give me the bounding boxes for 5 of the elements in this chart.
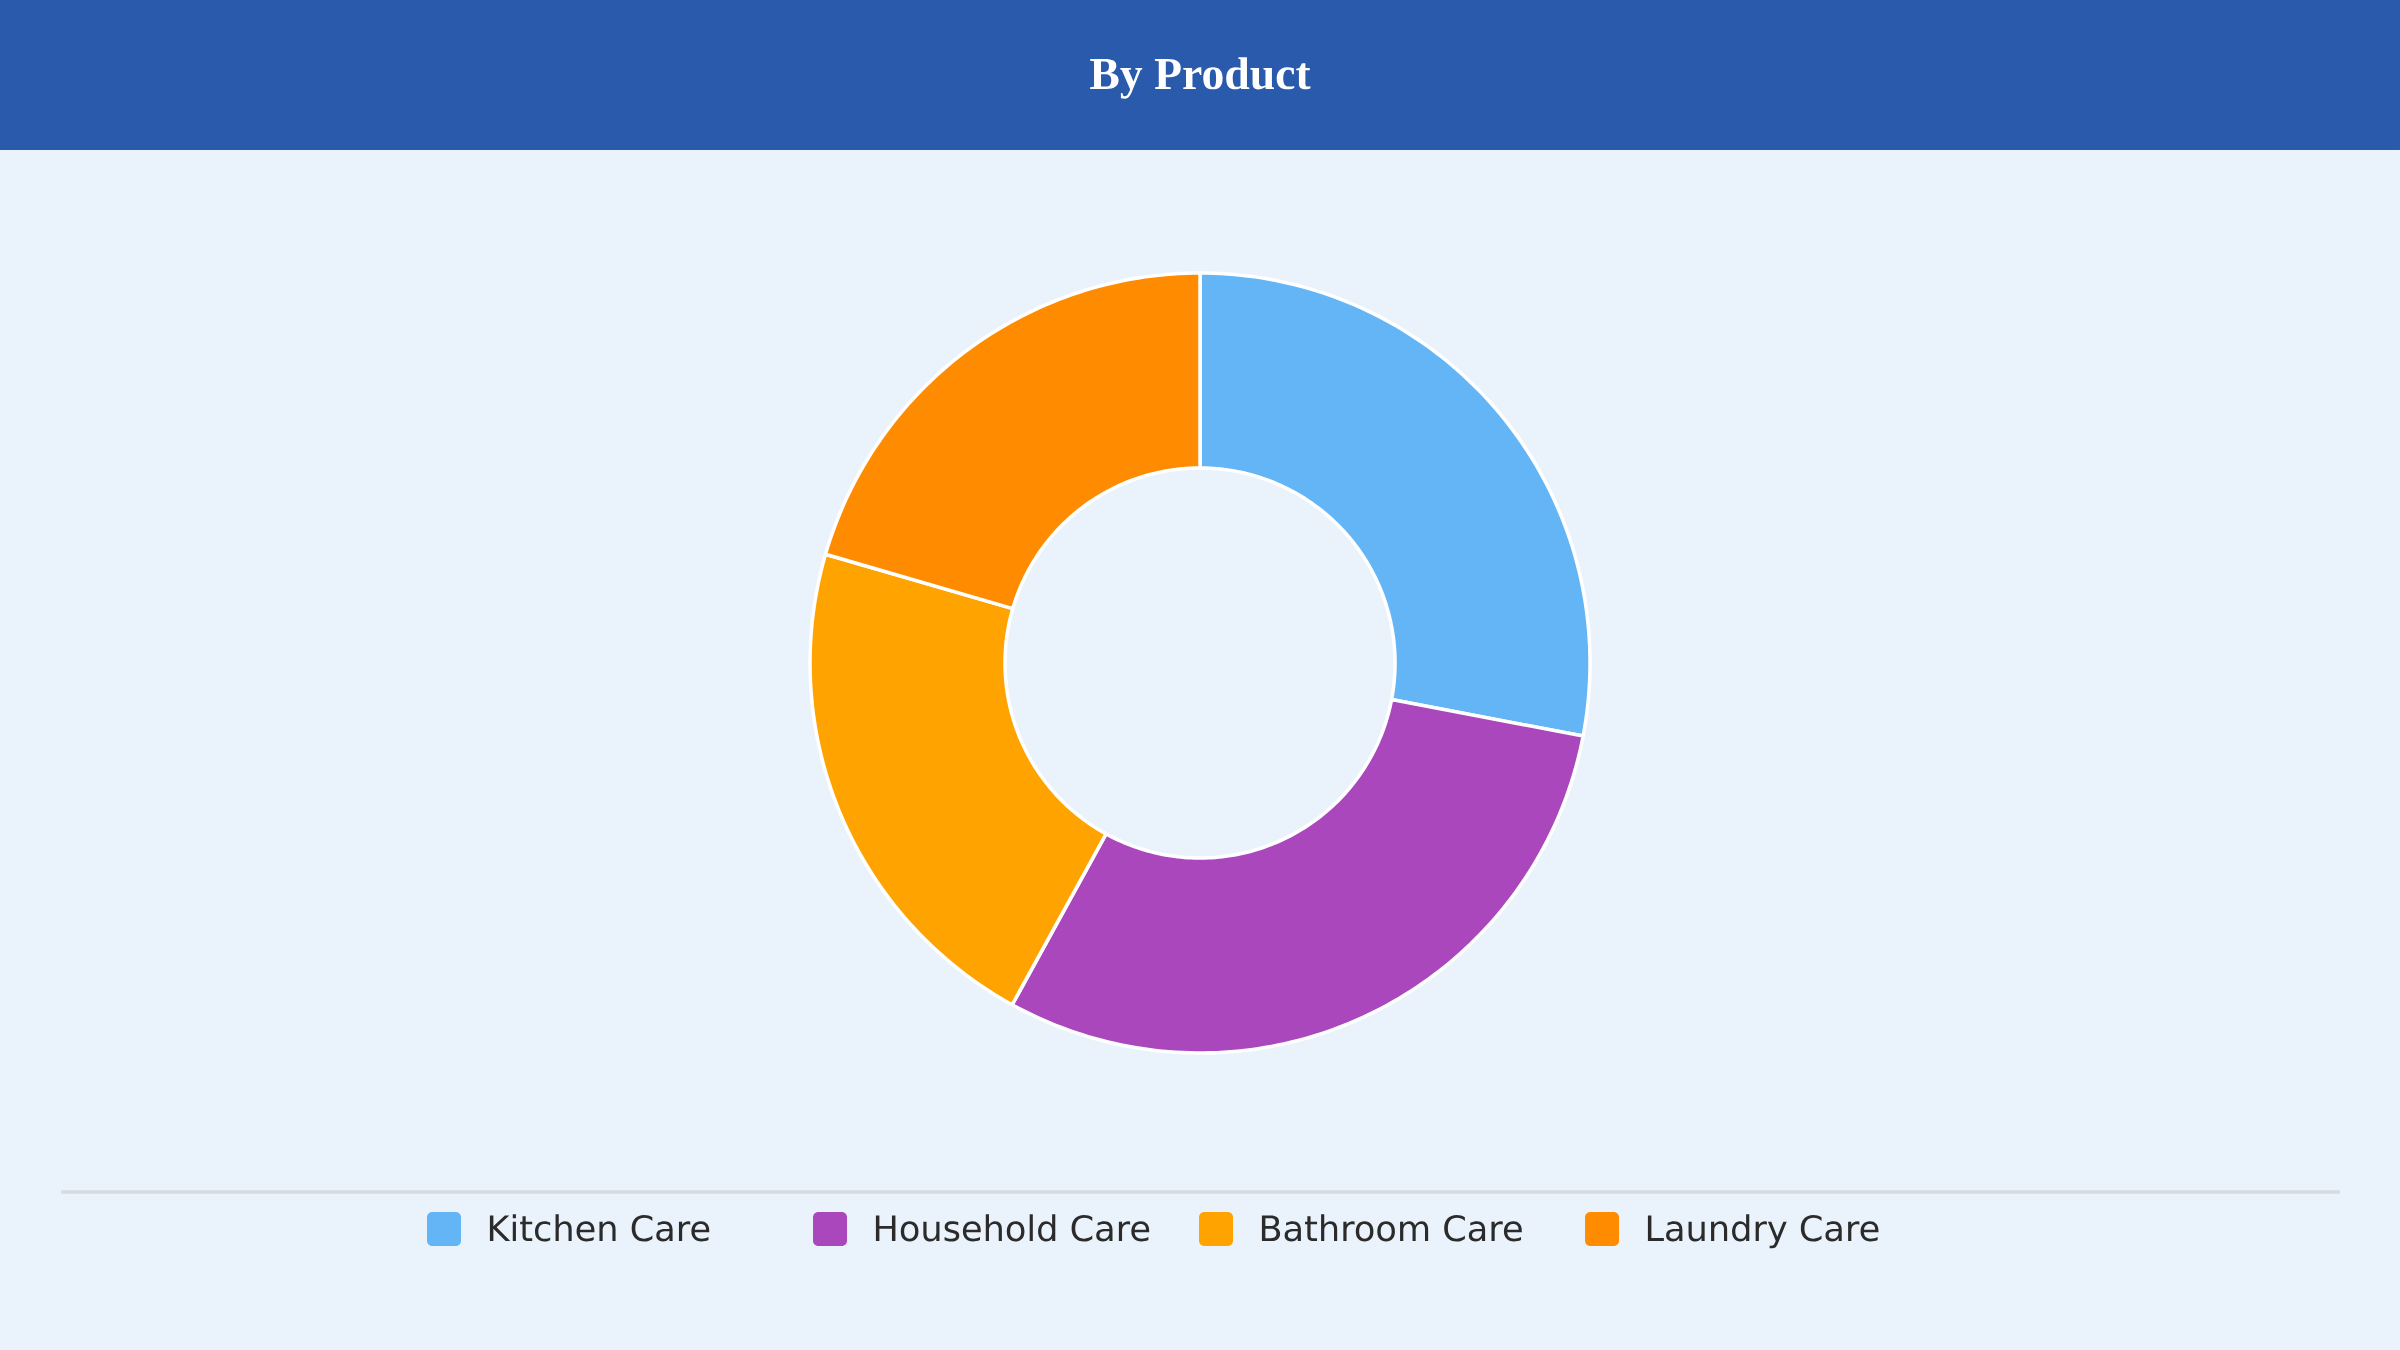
legend-label: Household Care — [875, 1214, 1150, 1242]
legend-label: Kitchen Care — [489, 1214, 710, 1242]
chart-title: By Product — [1090, 57, 1311, 99]
legend-label: Laundry Care — [1647, 1214, 1879, 1249]
legend-label: Bathroom Care — [1261, 1214, 1522, 1242]
